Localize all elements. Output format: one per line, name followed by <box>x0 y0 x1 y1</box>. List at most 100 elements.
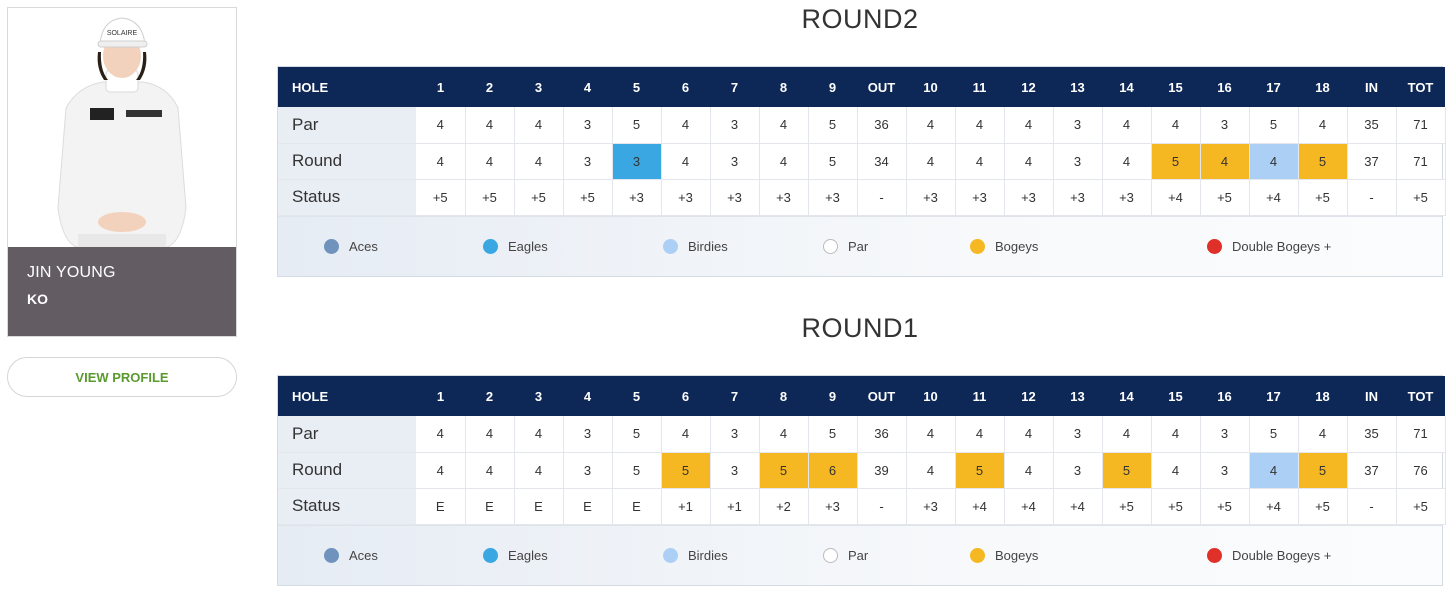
row-label: Status <box>278 179 416 216</box>
score-cell: 4 <box>1151 107 1201 144</box>
score-cell: 3 <box>1200 107 1250 144</box>
column-header: 16 <box>1200 67 1249 107</box>
score-cell: +3 <box>906 488 956 525</box>
score-cell: 4 <box>1004 107 1054 144</box>
legend-dot-icon <box>483 547 498 563</box>
score-cell: +5 <box>1298 179 1348 216</box>
legend-item: Bogeys <box>970 547 1038 563</box>
score-cell: 3 <box>1053 416 1103 453</box>
score-cell: +5 <box>1298 488 1348 525</box>
score-cell: 4 <box>1004 452 1054 489</box>
scorecard: HOLE 1 2 3 4 5 6 7 8 9 OUT 10 11 12 13 14 15 16 17 18 IN TOT P… <box>277 66 1446 277</box>
column-header: 11 <box>955 376 1004 416</box>
score-cell: +3 <box>661 179 711 216</box>
column-header: 2 <box>465 376 514 416</box>
score-cell: +4 <box>1053 488 1103 525</box>
score-cell: 3 <box>1053 143 1103 180</box>
score-cell: 4 <box>514 416 564 453</box>
legend-item: Birdies <box>663 238 728 254</box>
score-cell: 36 <box>857 416 907 453</box>
column-header: 6 <box>661 376 710 416</box>
score-cell: 5 <box>661 452 711 489</box>
score-cell: +5 <box>465 179 515 216</box>
column-header: 14 <box>1102 376 1151 416</box>
column-header: OUT <box>857 376 906 416</box>
score-cell: 4 <box>955 107 1005 144</box>
score-cell: 37 <box>1347 143 1397 180</box>
legend-label: Birdies <box>688 238 728 254</box>
header-row: HOLE 1 2 3 4 5 6 7 8 9 OUT 10 11 12 13 14 15 16 17 18 IN TOT <box>278 376 1445 416</box>
score-cell: 4 <box>906 452 956 489</box>
legend-item: Double Bogeys + <box>1207 547 1331 563</box>
legend-item: Double Bogeys + <box>1207 238 1332 254</box>
score-cell: +3 <box>1102 179 1152 216</box>
cap-logo-text: SOLAIRE <box>107 30 138 37</box>
column-header: IN <box>1347 67 1396 107</box>
legend-label: Double Bogeys + <box>1232 238 1332 254</box>
column-header: 11 <box>955 67 1004 107</box>
score-cell: +3 <box>1004 179 1054 216</box>
score-cell: 4 <box>465 143 515 180</box>
legend-dot-icon <box>970 238 985 254</box>
score-cell: 35 <box>1347 416 1397 453</box>
column-header: 16 <box>1200 376 1249 416</box>
round-title: ROUND2 <box>801 4 919 34</box>
legend-label: Aces <box>349 238 378 254</box>
score-cell: 5 <box>955 452 1005 489</box>
score-cell: 37 <box>1347 452 1397 489</box>
score-cell: 4 <box>759 416 809 453</box>
score-cell: 71 <box>1396 143 1446 180</box>
score-cell: +4 <box>1249 179 1299 216</box>
score-cell: E <box>416 488 466 525</box>
column-header: 1 <box>416 67 465 107</box>
player-last-name: KO <box>27 291 48 307</box>
score-cell: +3 <box>1053 179 1103 216</box>
column-header: 9 <box>808 376 857 416</box>
column-header: 9 <box>808 67 857 107</box>
score-cell: 4 <box>1102 107 1152 144</box>
row-label: Par <box>278 416 416 453</box>
score-cell: 4 <box>465 452 515 489</box>
score-cell: 4 <box>661 416 711 453</box>
column-header: IN <box>1347 376 1396 416</box>
score-cell: 5 <box>612 416 662 453</box>
score-cell: 4 <box>1004 143 1054 180</box>
score-cell: 4 <box>1298 416 1348 453</box>
column-header: OUT <box>857 67 906 107</box>
round-title: ROUND1 <box>801 313 919 343</box>
view-profile-button[interactable]: VIEW PROFILE <box>7 357 237 397</box>
score-cell: 4 <box>906 107 956 144</box>
score-cell: E <box>612 488 662 525</box>
score-cell: +4 <box>955 488 1005 525</box>
score-cell: 4 <box>1151 416 1201 453</box>
legend-dot-icon <box>823 238 838 254</box>
score-cell: 3 <box>563 143 613 180</box>
score-cell: 4 <box>465 416 515 453</box>
header-row: HOLE 1 2 3 4 5 6 7 8 9 OUT 10 11 12 13 14 15 16 17 18 IN TOT <box>278 67 1445 107</box>
legend-dot-icon <box>1207 238 1222 254</box>
score-cell: +3 <box>906 179 956 216</box>
score-cell: +5 <box>1151 488 1201 525</box>
column-header: 6 <box>661 67 710 107</box>
score-cell: 4 <box>1249 452 1299 489</box>
score-cell: 5 <box>1151 143 1201 180</box>
score-row-par: Par 4 4 4 3 5 4 3 4 5 36 4 4 4 3 4 4 3 5 4 35 71 <box>278 416 1446 453</box>
score-cell: +5 <box>1102 488 1152 525</box>
score-cell: +5 <box>1396 179 1446 216</box>
score-cell: +5 <box>1200 179 1250 216</box>
column-header: 3 <box>514 376 563 416</box>
score-cell: 3 <box>612 143 662 180</box>
score-cell: 4 <box>759 143 809 180</box>
player-name-box: JIN YOUNG KO <box>8 247 236 336</box>
legend-item: Eagles <box>483 238 548 254</box>
score-cell: +3 <box>808 179 858 216</box>
score-cell: - <box>1347 179 1397 216</box>
score-cell: - <box>857 179 907 216</box>
column-header: 7 <box>710 376 759 416</box>
score-cell: 4 <box>416 107 466 144</box>
column-header: 1 <box>416 376 465 416</box>
score-cell: 4 <box>906 416 956 453</box>
score-cell: 3 <box>563 452 613 489</box>
legend-label: Par <box>848 238 869 254</box>
legend-dot-icon <box>324 238 339 254</box>
